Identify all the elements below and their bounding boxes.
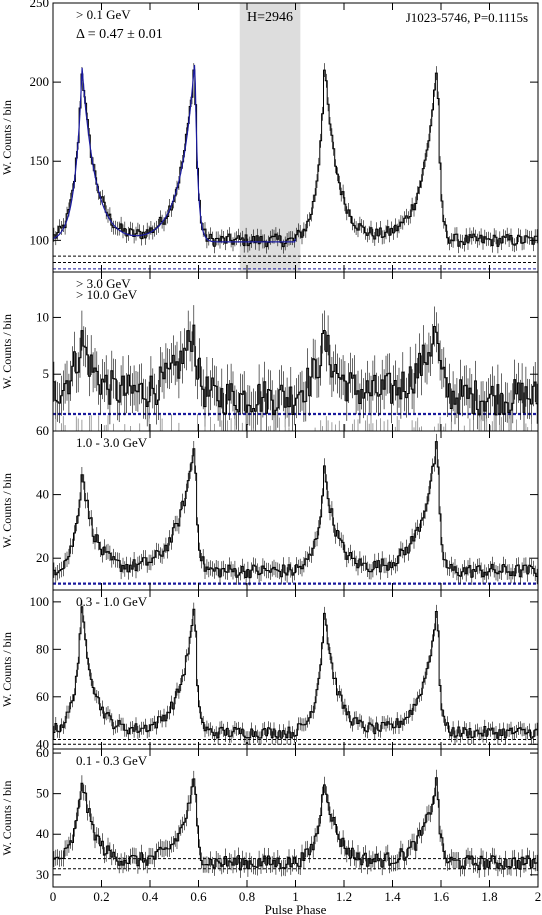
y-tick-label: 40 [36, 487, 49, 502]
energy-label-secondary: > 10.0 GeV [76, 287, 138, 302]
error-bars [53, 305, 538, 431]
error-bars [53, 600, 538, 745]
light-curve-histogram [53, 777, 538, 871]
delta-label: Δ = 0.47 ± 0.01 [76, 27, 163, 42]
y-axis-label: W. Counts / bin [0, 781, 14, 856]
x-tick-label: 1.4 [384, 889, 401, 904]
y-tick-label: 150 [30, 153, 50, 168]
pulsar-label: J1023-5746, P=0.1115s [406, 10, 528, 25]
fit-curve [52, 64, 297, 243]
y-tick-label: 200 [30, 74, 50, 89]
light-curve-histogram [53, 606, 538, 739]
energy-label: 0.1 - 0.3 GeV [76, 753, 148, 768]
y-tick-label: 60 [36, 689, 49, 704]
y-tick-label: 100 [30, 232, 50, 247]
y-tick-label: 80 [36, 641, 49, 656]
x-tick-label: 1.2 [336, 889, 352, 904]
x-tick-label: 1 [292, 889, 299, 904]
y-axis-label: W. Counts / bin [0, 632, 14, 707]
light-curve-histogram [53, 324, 538, 416]
x-axis-label: Pulse Phase [265, 902, 327, 915]
x-tick-label: 1.6 [433, 889, 450, 904]
x-tick-label: 0.6 [190, 889, 207, 904]
light-curve-histogram [53, 441, 538, 579]
x-tick-label: 0 [50, 889, 57, 904]
y-tick-label: 250 [30, 0, 50, 10]
y-tick-label: 40 [36, 736, 49, 751]
y-axis-label: W. Counts / bin [0, 473, 14, 548]
y-tick-label: 60 [36, 423, 49, 438]
error-bars [53, 433, 538, 586]
energy-label: 0.3 - 1.0 GeV [76, 594, 148, 609]
x-tick-label: 2 [535, 889, 542, 904]
offpulse-region [239, 3, 301, 272]
energy-label: 1.0 - 3.0 GeV [76, 435, 148, 450]
y-tick-label: 10 [36, 309, 49, 324]
y-tick-label: 60 [36, 745, 49, 760]
y-tick-label: 5 [43, 366, 50, 381]
htest-label: H=2946 [247, 10, 293, 25]
y-axis-label: W. Counts / bin [0, 314, 14, 389]
high-energy-histogram [55, 414, 532, 431]
y-tick-label: 30 [36, 867, 49, 882]
y-tick-label: 100 [30, 594, 50, 609]
energy-label: > 0.1 GeV [76, 7, 131, 22]
y-axis-label: W. Counts / bin [0, 100, 14, 175]
x-tick-label: 0.8 [239, 889, 255, 904]
y-tick-label: 50 [36, 786, 49, 801]
energy-label: > 3.0 GeV [76, 276, 131, 291]
y-tick-label: 40 [36, 826, 49, 841]
x-tick-label: 0.4 [142, 889, 159, 904]
x-tick-label: 1.8 [481, 889, 497, 904]
panel-frame [52, 589, 539, 750]
y-tick-label: 20 [36, 550, 49, 565]
x-tick-label: 0.2 [93, 889, 109, 904]
